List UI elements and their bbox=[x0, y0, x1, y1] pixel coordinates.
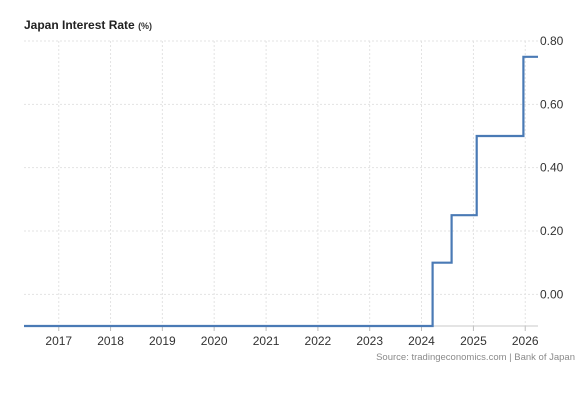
x-tick-label: 2024 bbox=[408, 334, 435, 348]
x-tick-label: 2023 bbox=[356, 334, 383, 348]
y-tick-label: 0.60 bbox=[540, 97, 564, 111]
x-tick-label: 2020 bbox=[201, 334, 228, 348]
chart-title-text: Japan Interest Rate bbox=[24, 18, 135, 32]
x-tick-label: 2025 bbox=[460, 334, 487, 348]
series-line-0 bbox=[24, 55, 538, 328]
y-axis-ticks: 0.80 0.60 0.40 0.20 0.00 bbox=[540, 34, 564, 301]
x-tick-label: 2026 bbox=[512, 334, 539, 348]
x-tick-label: 2017 bbox=[45, 334, 72, 348]
x-tick-label: 2021 bbox=[253, 334, 280, 348]
source-credit: Source: tradingeconomics.com | Bank of J… bbox=[376, 352, 575, 363]
y-tick-label: 0.20 bbox=[540, 224, 564, 238]
x-tick-label: 2018 bbox=[97, 334, 124, 348]
y-tick-label: 0.40 bbox=[540, 161, 564, 175]
series-group bbox=[24, 55, 538, 328]
chart-title-unit: (%) bbox=[138, 21, 153, 31]
x-axis-ticks: 2017 2018 2019 2020 2021 2022 2023 2024 2025 2026 bbox=[45, 326, 539, 348]
chart-title: Japan Interest Rate (%) bbox=[24, 18, 152, 32]
grid-lines bbox=[24, 40, 538, 326]
x-tick-label: 2022 bbox=[305, 334, 332, 348]
y-tick-label: 0.80 bbox=[540, 34, 564, 48]
x-tick-label: 2019 bbox=[149, 334, 176, 348]
y-tick-label: 0.00 bbox=[540, 287, 564, 301]
